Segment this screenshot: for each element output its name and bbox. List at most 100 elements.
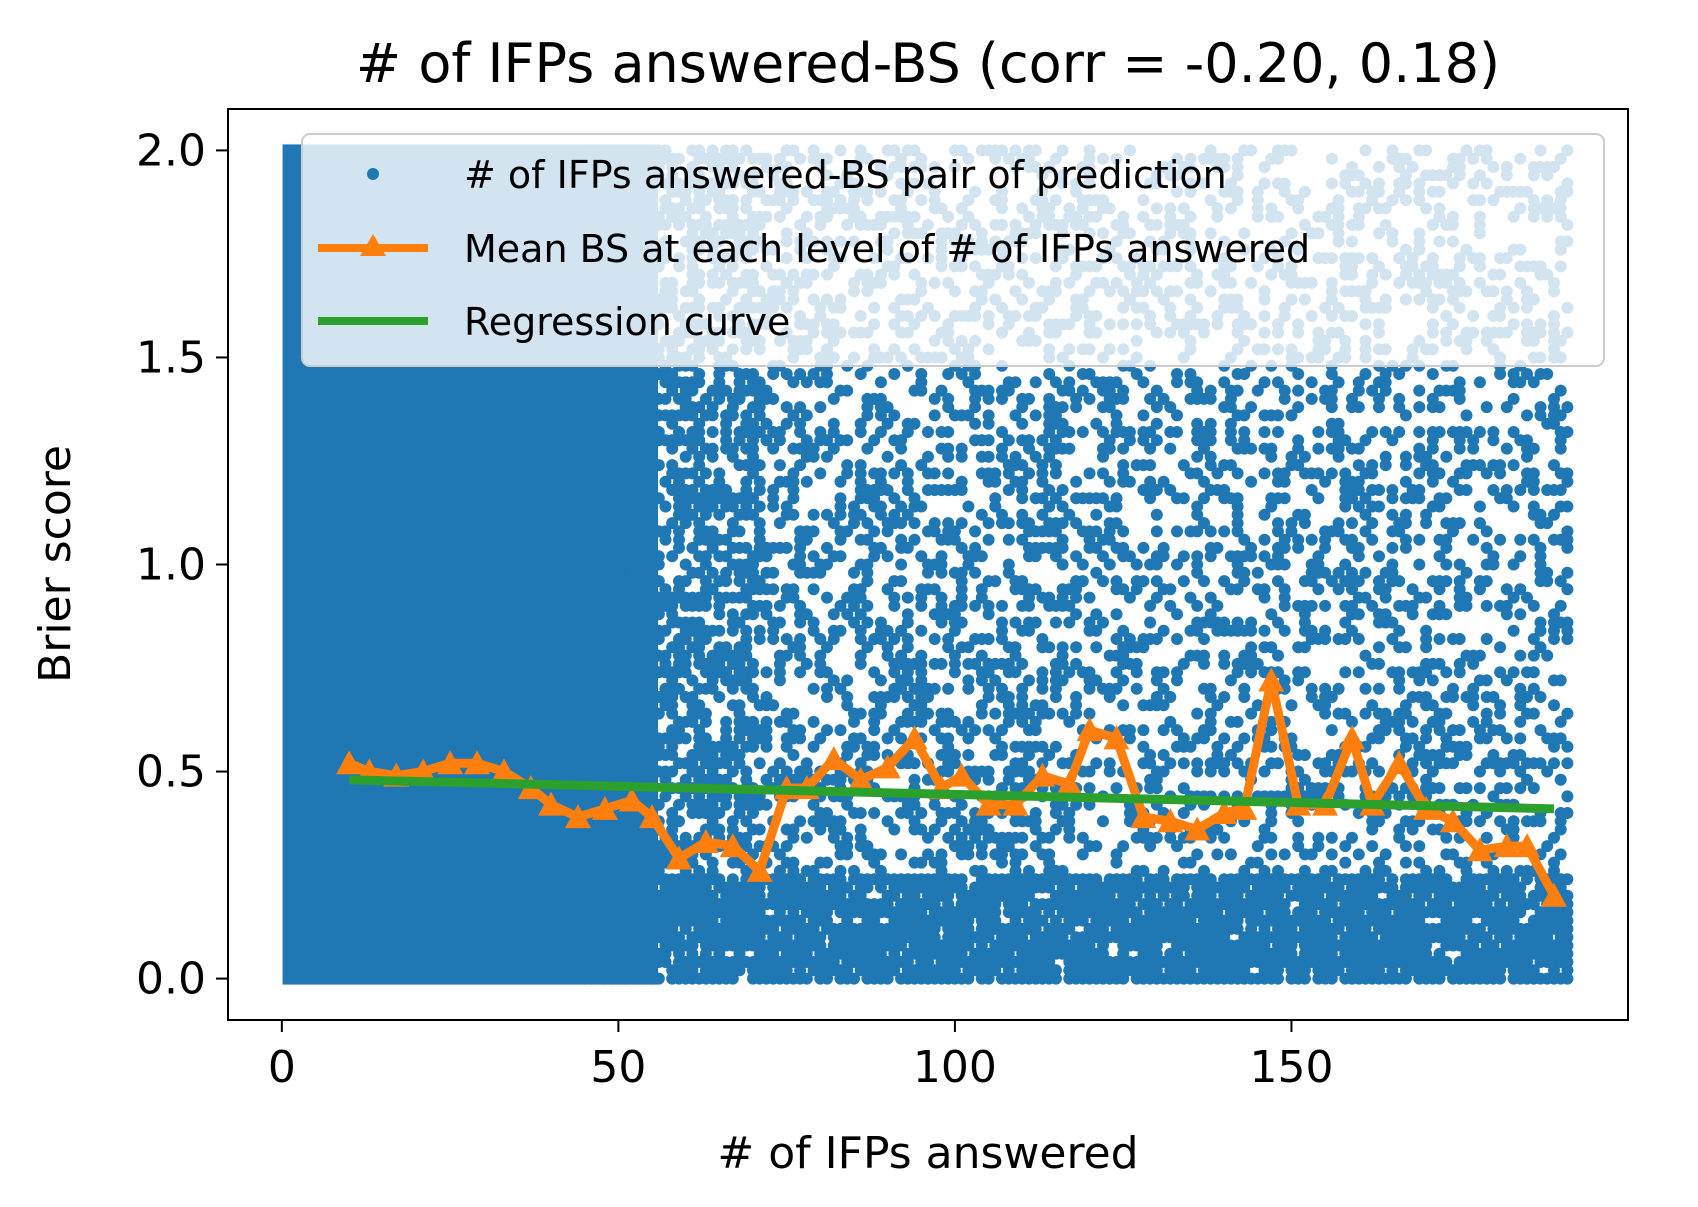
scatter-point xyxy=(659,947,672,960)
scatter-point xyxy=(800,757,813,770)
scatter-point xyxy=(841,831,854,844)
scatter-point xyxy=(720,773,733,786)
scatter-point xyxy=(646,417,658,430)
scatter-point xyxy=(585,840,598,853)
scatter-point xyxy=(800,409,813,422)
scatter-point xyxy=(1245,475,1258,488)
scatter-point xyxy=(605,368,618,380)
scatter-point xyxy=(915,624,928,637)
scatter-point xyxy=(693,790,706,803)
scatter-point xyxy=(726,500,739,513)
scatter-point xyxy=(1117,384,1130,397)
scatter-point xyxy=(1339,856,1352,869)
scatter-point xyxy=(646,583,658,596)
scatter-point xyxy=(605,831,618,844)
scatter-point xyxy=(699,947,712,960)
scatter-point xyxy=(740,541,753,554)
scatter-point xyxy=(659,525,672,538)
scatter-point xyxy=(1218,525,1231,538)
scatter-point xyxy=(706,541,719,554)
scatter-point xyxy=(585,376,598,389)
scatter-point xyxy=(693,641,706,654)
scatter-point xyxy=(693,459,706,472)
scatter-point xyxy=(713,508,726,521)
scatter-point xyxy=(720,575,733,588)
scatter-point xyxy=(632,384,645,397)
scatter-point xyxy=(969,724,982,737)
scatter-point xyxy=(605,475,618,488)
scatter-point xyxy=(578,558,591,571)
scatter-point xyxy=(1191,376,1204,389)
scatter-point xyxy=(706,426,719,438)
scatter-point xyxy=(901,467,914,480)
scatter-point xyxy=(1117,459,1130,472)
scatter-point xyxy=(1352,608,1365,621)
scatter-point xyxy=(1319,624,1332,637)
scatter-point xyxy=(639,624,652,637)
scatter-point xyxy=(1117,674,1130,687)
scatter-point xyxy=(625,757,638,770)
scatter-point xyxy=(1063,376,1076,389)
scatter-point xyxy=(639,616,652,629)
scatter-point xyxy=(720,434,733,447)
scatter-point xyxy=(1312,583,1325,596)
scatter-point xyxy=(1171,633,1183,645)
scatter-point xyxy=(773,459,786,472)
scatter-point xyxy=(686,757,699,770)
scatter-point xyxy=(1305,533,1318,546)
scatter-point xyxy=(652,740,665,753)
scatter-point xyxy=(605,823,618,836)
scatter-point xyxy=(1298,749,1311,761)
scatter-point xyxy=(632,583,645,596)
scatter-point xyxy=(612,765,625,778)
scatter-point xyxy=(619,492,632,505)
scatter-point xyxy=(989,492,1002,505)
scatter-point xyxy=(895,848,908,861)
scatter-point xyxy=(1272,649,1284,662)
scatter-point xyxy=(874,500,887,513)
scatter-point xyxy=(982,434,995,447)
scatter-point xyxy=(854,823,867,836)
scatter-point xyxy=(787,856,800,869)
scatter-point xyxy=(578,401,591,414)
scatter-point xyxy=(747,657,759,670)
scatter-point xyxy=(895,558,908,571)
scatter-point xyxy=(585,972,598,985)
scatter-point xyxy=(733,616,746,629)
scatter-point xyxy=(753,757,766,770)
scatter-point xyxy=(625,401,638,414)
scatter-point xyxy=(625,947,638,960)
scatter-point xyxy=(598,442,611,455)
scatter-point xyxy=(753,633,766,645)
scatter-point xyxy=(1231,492,1244,505)
scatter-point xyxy=(753,484,766,496)
scatter-point xyxy=(673,426,685,438)
scatter-point xyxy=(881,550,894,563)
scatter-point xyxy=(598,417,611,430)
scatter-point xyxy=(1218,691,1231,703)
scatter-point xyxy=(760,715,773,728)
scatter-point xyxy=(646,790,658,803)
scatter-point xyxy=(1325,848,1338,861)
scatter-point xyxy=(612,616,625,629)
scatter-point xyxy=(673,525,685,538)
scatter-point xyxy=(760,666,773,679)
scatter-point xyxy=(679,773,692,786)
scatter-point xyxy=(652,426,665,438)
scatter-point xyxy=(693,450,706,463)
scatter-point xyxy=(1211,848,1224,861)
scatter-point xyxy=(861,599,874,612)
scatter-point xyxy=(706,401,719,414)
scatter-point xyxy=(1150,434,1163,447)
scatter-point xyxy=(989,575,1002,588)
scatter-point xyxy=(1298,450,1311,463)
scatter-point xyxy=(666,749,679,761)
scatter-point xyxy=(619,715,632,728)
scatter-point xyxy=(1130,558,1143,571)
scatter-point xyxy=(841,691,854,703)
scatter-point xyxy=(915,368,928,380)
scatter-point xyxy=(605,682,618,695)
scatter-point xyxy=(706,682,719,695)
scatter-point xyxy=(975,550,988,563)
scatter-point xyxy=(666,459,679,472)
